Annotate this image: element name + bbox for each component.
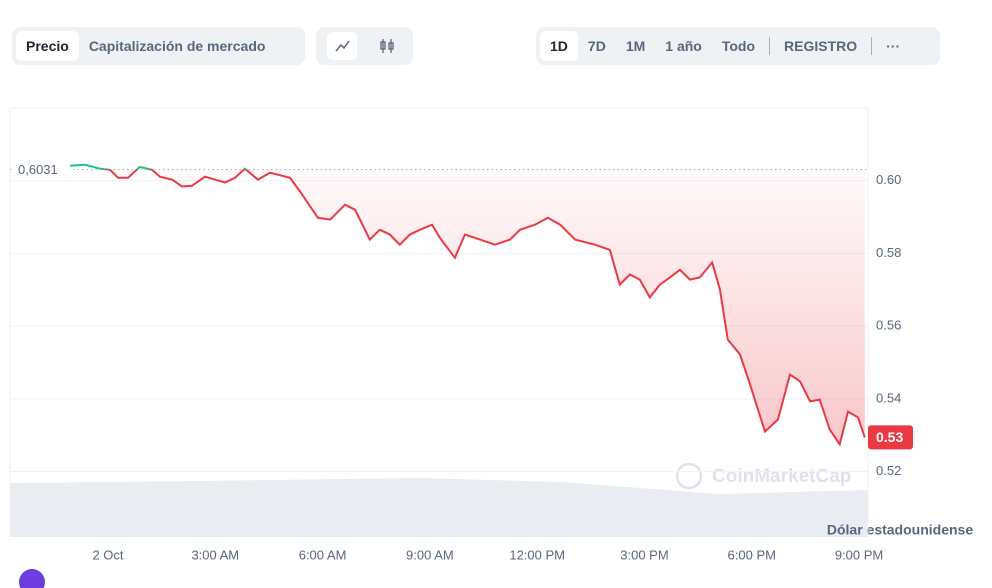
x-tick-label: 6:00 PM — [728, 547, 776, 562]
separator — [871, 37, 873, 55]
range-tab[interactable]: 7D — [587, 38, 606, 54]
watermark: CoinMarketCap — [675, 462, 851, 490]
x-tick-label: 9:00 PM — [835, 547, 883, 562]
range-tab[interactable]: Todo — [721, 38, 756, 54]
reference-label: 0,6031 — [18, 162, 58, 177]
y-tick-label: 0.52 — [876, 463, 901, 478]
y-tick-label: 0.60 — [876, 172, 901, 187]
price-badge-label: 0.53 — [876, 429, 903, 445]
tab[interactable]: Precio — [16, 31, 79, 61]
price-line-down — [98, 169, 866, 447]
range-tab[interactable]: 1D — [540, 31, 578, 61]
line-icon[interactable] — [327, 32, 358, 60]
price-badge — [868, 425, 913, 450]
x-tick-label: 3:00 PM — [620, 547, 668, 562]
y-tick-label: 0.54 — [876, 390, 901, 405]
reference-label-bg — [14, 160, 70, 179]
view-toggle: Precio Capitalización de mercado — [12, 27, 305, 65]
x-tick-label: 6:00 AM — [299, 547, 347, 562]
chart-kind-toggle — [316, 27, 413, 65]
range-toggle: 1D 7D 1M 1 año Todo REGISTRO ··· — [536, 27, 940, 65]
loss-area — [70, 169, 865, 445]
separator — [769, 37, 771, 55]
more-button[interactable]: ··· — [886, 38, 901, 54]
range-tab[interactable]: 1 año — [665, 38, 702, 54]
x-tick-label: 12:00 PM — [509, 547, 565, 562]
currency-label: Dólar estadounidense — [827, 522, 973, 538]
x-tick-label: 3:00 AM — [191, 547, 239, 562]
y-tick-label: 0.58 — [876, 245, 901, 260]
candle-icon[interactable] — [372, 32, 402, 60]
price-line-up — [70, 163, 248, 170]
range-tab[interactable]: 1M — [625, 38, 646, 54]
tab[interactable]: Capitalización de mercado — [88, 38, 266, 54]
y-tick-label: 0.56 — [876, 318, 901, 333]
x-tick-label: 2 Oct — [92, 547, 123, 562]
x-tick-label: 9:00 AM — [406, 547, 454, 562]
history-icon[interactable] — [19, 569, 45, 588]
volume-area — [10, 478, 868, 537]
watermark-text: CoinMarketCap — [712, 466, 851, 487]
range-tab[interactable]: REGISTRO — [784, 38, 858, 54]
